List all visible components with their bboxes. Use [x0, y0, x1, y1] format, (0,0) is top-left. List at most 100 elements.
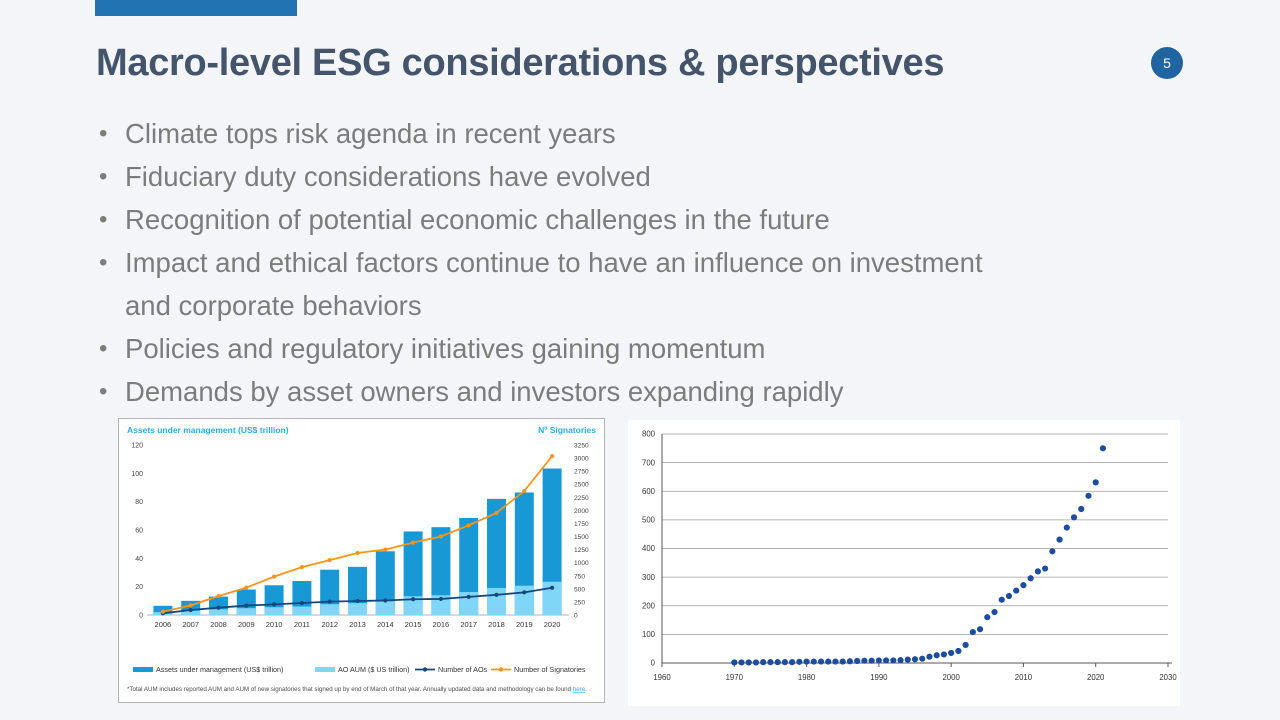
y-axis-tick-label: 200 [642, 601, 656, 610]
scatter-point [825, 658, 832, 665]
bullet-icon: • [99, 206, 108, 233]
left-axis-tick-label: 80 [135, 499, 143, 506]
list-item: • Recognition of potential economic chall… [97, 198, 1157, 241]
line-marker [411, 540, 416, 545]
bar-ao-aum [403, 596, 423, 615]
x-axis-tick-label: 2015 [405, 620, 422, 629]
chart-footnote: *Total AUM includes reported AUM and AUM… [127, 686, 587, 693]
line-marker [216, 605, 221, 610]
legend-item: Number of AOs [415, 665, 488, 674]
x-axis-tick-label: 1960 [653, 673, 671, 682]
legend-label: AO AUM ($ US trillion) [338, 665, 410, 674]
x-axis-tick-label: 1970 [726, 673, 744, 682]
scatter-point [839, 658, 846, 665]
bar-ao-aum [320, 604, 340, 615]
line-marker [522, 488, 527, 494]
scatter-point [1085, 492, 1092, 499]
scatter-point [868, 657, 875, 664]
line-marker [327, 599, 332, 604]
x-axis-tick-label: 2014 [377, 620, 394, 629]
line-marker [466, 523, 471, 528]
line-marker [411, 597, 416, 602]
x-axis-tick-label: 2019 [516, 620, 533, 629]
line-marker [383, 547, 388, 552]
right-axis-tick-label: 1500 [574, 534, 589, 541]
scatter-point [774, 659, 781, 666]
legend-item: Assets under management (US$ trillion) [133, 665, 283, 674]
scatter-point [781, 659, 788, 666]
scatter-point [998, 596, 1005, 603]
right-axis-tick-label: 750 [574, 573, 585, 580]
bar-total-aum [320, 569, 340, 615]
left-axis-title: Assets under management (US$ trillion) [127, 425, 289, 435]
scatter-point [832, 658, 839, 665]
line-marker [299, 565, 304, 570]
y-axis-tick-label: 800 [642, 430, 656, 439]
scatter-point [854, 657, 861, 665]
right-axis-title: Nº Signatories [538, 425, 596, 435]
line-marker [550, 585, 555, 590]
scatter-point [1027, 575, 1034, 582]
scatter-point [991, 608, 998, 616]
right-axis-tick-label: 3250 [574, 443, 589, 450]
left-axis-tick-label: 100 [131, 471, 143, 478]
scatter-point [760, 659, 767, 666]
pri-chart-svg: Assets under management (US$ trillion) Nº… [127, 425, 596, 693]
bullet-icon: • [99, 249, 108, 276]
x-axis-tick-label: 2010 [1015, 673, 1033, 682]
bullet-text: Fiduciary duty considerations have evolv… [125, 161, 651, 192]
x-axis-tick-label: 2007 [182, 620, 199, 629]
footnote-period: . [585, 686, 587, 693]
left-axis-tick-label: 20 [135, 584, 143, 591]
bar-total-aum [403, 531, 423, 615]
x-axis-tick-label: 2006 [155, 620, 172, 629]
scatter-point [861, 657, 868, 664]
list-item: • Demands by asset owners and investors e… [97, 370, 1157, 413]
page-number-badge: 5 [1151, 47, 1183, 79]
x-axis-tick-label: 2016 [433, 620, 450, 629]
bar-total-aum [487, 498, 506, 615]
bullet-text: Policies and regulatory initiatives gain… [125, 333, 766, 364]
left-axis-tick-label: 0 [139, 613, 143, 620]
scatter-point [897, 657, 904, 664]
bullet-icon: • [99, 378, 108, 405]
line-marker [188, 607, 193, 613]
bar-ao-aum [375, 601, 395, 615]
right-axis-tick-label: 1250 [574, 547, 589, 554]
bar-ao-aum [236, 608, 256, 615]
scatter-point [745, 659, 752, 666]
legend-swatch [133, 667, 153, 672]
bullet-list: • Climate tops risk agenda in recent year… [97, 112, 1157, 413]
line-marker [327, 557, 332, 563]
scatter-point [810, 658, 817, 665]
right-axis-tick-label: 3000 [574, 456, 589, 463]
legend-label: Assets under management (US$ trillion) [156, 665, 283, 674]
y-axis-tick-label: 100 [642, 630, 656, 639]
right-axis-tick-label: 2250 [574, 495, 589, 502]
line-marker [216, 594, 221, 599]
right-axis-tick-label: 250 [574, 599, 585, 606]
scatter-point [752, 659, 760, 666]
right-axis-tick-label: 2750 [574, 469, 589, 476]
scatter-point [969, 628, 976, 636]
footnote-link[interactable]: here [573, 686, 586, 693]
left-axis-tick-label: 40 [135, 556, 143, 563]
scatter-point [796, 658, 803, 665]
scatter-point [789, 659, 796, 666]
bar-total-aum [514, 492, 534, 615]
scatter-point [940, 651, 948, 658]
bar-ao-aum [292, 606, 312, 615]
x-axis-tick-label: 2018 [488, 620, 505, 629]
line-marker [244, 603, 249, 608]
y-axis-tick-label: 400 [642, 544, 656, 553]
scatter-point [1078, 505, 1085, 513]
scatter-point [933, 652, 940, 659]
scatter-point [984, 614, 991, 621]
bar-total-aum [375, 551, 395, 615]
slide-accent-bar [95, 0, 297, 16]
x-axis-tick-label: 2009 [238, 620, 255, 629]
right-axis-tick-label: 2500 [574, 482, 589, 489]
line-marker [466, 594, 471, 600]
page-title: Macro-level ESG considerations & perspec… [96, 42, 945, 84]
